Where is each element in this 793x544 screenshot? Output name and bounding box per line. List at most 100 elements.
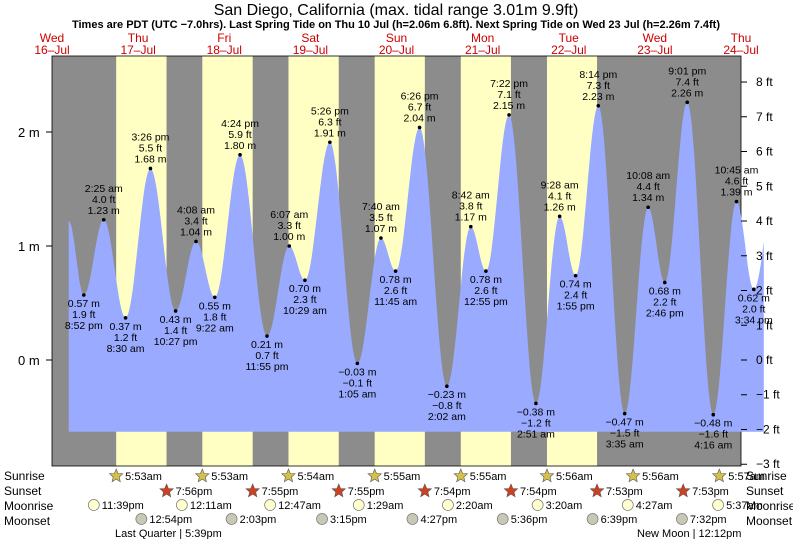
tide-point — [173, 309, 178, 313]
day-name: Tue — [559, 31, 580, 45]
tide-time-label: 11:55 pm — [246, 361, 289, 373]
row-label-sunset-left: Sunset — [4, 484, 42, 498]
row-label-moonrise-right: Moonrise — [746, 499, 793, 513]
sunrise-icon — [367, 468, 383, 483]
tide-height-ft-label: 2.6 ft — [384, 285, 407, 297]
tide-height-ft-label: 2.4 ft — [564, 290, 587, 302]
day-name: Thu — [128, 31, 149, 45]
sunset-icon — [503, 483, 519, 498]
moonset-time: 3:15pm — [330, 514, 367, 526]
moonrise-icon — [712, 499, 724, 511]
tide-point — [101, 217, 106, 222]
tide-height-m-label: 1.91 m — [314, 127, 346, 139]
moonset-icon — [406, 513, 419, 525]
day-name: Wed — [643, 31, 667, 45]
right-tick-label: 3 ft — [756, 249, 773, 263]
tide-height-ft-label: 7.4 ft — [676, 76, 699, 88]
tide-height-ft-label: −1.6 ft — [699, 429, 729, 441]
tide-point — [573, 273, 578, 278]
moonset-icon — [316, 513, 328, 525]
tide-height-m-label: 0.37 m — [110, 321, 142, 333]
tide-time-label: 9:22 am — [196, 322, 234, 334]
tide-time-label: 12:55 pm — [464, 296, 508, 308]
tide-height-m-label: 1.26 m — [544, 201, 576, 213]
sunrise-icon — [108, 468, 124, 483]
tide-point — [287, 244, 292, 248]
tide-height-ft-label: 0.7 ft — [255, 350, 278, 362]
tide-height-ft-label: 6.7 ft — [408, 101, 431, 113]
sunset-icon — [417, 483, 433, 498]
tide-height-ft-label: 4.6 ft — [725, 176, 748, 188]
tide-height-m-label: 1.00 m — [273, 231, 305, 243]
sunrise-time: 5:56am — [556, 471, 593, 483]
sunset-time: 7:54pm — [520, 486, 557, 498]
tide-height-m-label: 1.07 m — [365, 223, 397, 235]
tide-point — [596, 103, 601, 108]
tide-height-m-label: 0.74 m — [560, 279, 592, 291]
sunset-icon — [675, 483, 691, 498]
tide-point — [379, 236, 383, 240]
tide-time-label: 4:08 am — [177, 204, 215, 216]
tide-time-label: 10:45 am — [715, 165, 759, 177]
sunrise-time: 5:57am — [728, 471, 765, 483]
sunrise-icon — [625, 468, 641, 483]
tide-point — [328, 140, 332, 145]
day-name: Wed — [40, 31, 64, 45]
row-label-moonset-left: Moonset — [4, 514, 51, 528]
moonrise-icon — [531, 499, 544, 511]
right-tick-label: 4 ft — [756, 214, 773, 228]
day-date: 21–Jul — [465, 43, 500, 57]
tide-height-m-label: 1.80 m — [224, 140, 256, 152]
tide-time-label: 10:27 pm — [154, 336, 198, 348]
moonrise-icon — [621, 499, 634, 511]
day-date: 18–Jul — [207, 43, 242, 57]
tide-time-label: 7:22 pm — [490, 78, 528, 90]
tide-point — [751, 287, 756, 292]
moon-phase-new-moon: New Moon | 12:12pm — [637, 528, 741, 539]
sunset-icon — [159, 483, 175, 498]
tide-point — [622, 411, 627, 416]
tide-point — [417, 125, 422, 130]
tide-point — [213, 295, 217, 300]
day-name: Sat — [301, 31, 320, 45]
tide-height-m-label: −0.23 m — [428, 389, 466, 401]
tide-height-ft-label: 6.3 ft — [318, 116, 341, 128]
right-tick-label: 7 ft — [756, 110, 773, 124]
tide-height-ft-label: −1.5 ft — [610, 428, 640, 440]
day-date: 20–Jul — [379, 43, 414, 57]
day-headers: Wed16–JulThu17–JulFri18–JulSat19–JulSun2… — [34, 31, 758, 57]
moonset-time: 5:36pm — [511, 514, 548, 526]
tide-height-m-label: 0.57 m — [68, 298, 100, 310]
left-tick-label: 2 m — [18, 125, 40, 140]
moonrise-icon — [175, 499, 188, 511]
tide-height-ft-label: 3.8 ft — [459, 201, 482, 213]
tide-height-ft-label: 1.4 ft — [164, 325, 187, 337]
right-tick-label: 1 ft — [756, 318, 773, 332]
tide-time-label: 1:05 am — [338, 388, 376, 400]
moonset-time: 2:03pm — [240, 514, 277, 526]
sunset-icon — [589, 483, 605, 498]
tide-height-ft-label: −0.1 ft — [343, 377, 373, 389]
day-date: 23–Jul — [637, 43, 672, 57]
tide-time-label: 2:46 pm — [646, 307, 684, 319]
tide-point — [445, 384, 449, 389]
sunset-icon — [245, 483, 261, 498]
moonset-icon — [586, 513, 599, 525]
tide-height-m-label: −0.47 m — [606, 417, 644, 429]
right-tick-label: 0 ft — [756, 353, 773, 367]
tide-labels: 0.57 m1.9 ft8:52 pm 2:25 am4.0 ft1.23 m 0.… — [65, 65, 773, 451]
row-label-sunset-right: Sunset — [746, 484, 784, 498]
tide-time-label: 4:24 pm — [221, 118, 259, 130]
tide-point — [646, 205, 650, 210]
moonset-icon — [135, 513, 148, 525]
right-tick-label: 5 ft — [756, 179, 773, 193]
sunset-time: 7:55pm — [348, 486, 385, 498]
tide-time-label: 4:16 am — [694, 440, 732, 452]
tide-height-m-label: 1.04 m — [180, 226, 212, 238]
left-tick-label: 0 m — [18, 353, 40, 368]
day-date: 16–Jul — [34, 43, 69, 57]
tide-height-ft-label: 1.8 ft — [203, 311, 226, 323]
tide-height-m-label: 0.62 m — [738, 292, 770, 304]
right-axis: −3 ft −2 ft −1 ft 0 ft 1 ft 2 ft 3 ft 4 ft 5 ft 6… — [741, 75, 780, 471]
tide-point — [468, 224, 473, 229]
